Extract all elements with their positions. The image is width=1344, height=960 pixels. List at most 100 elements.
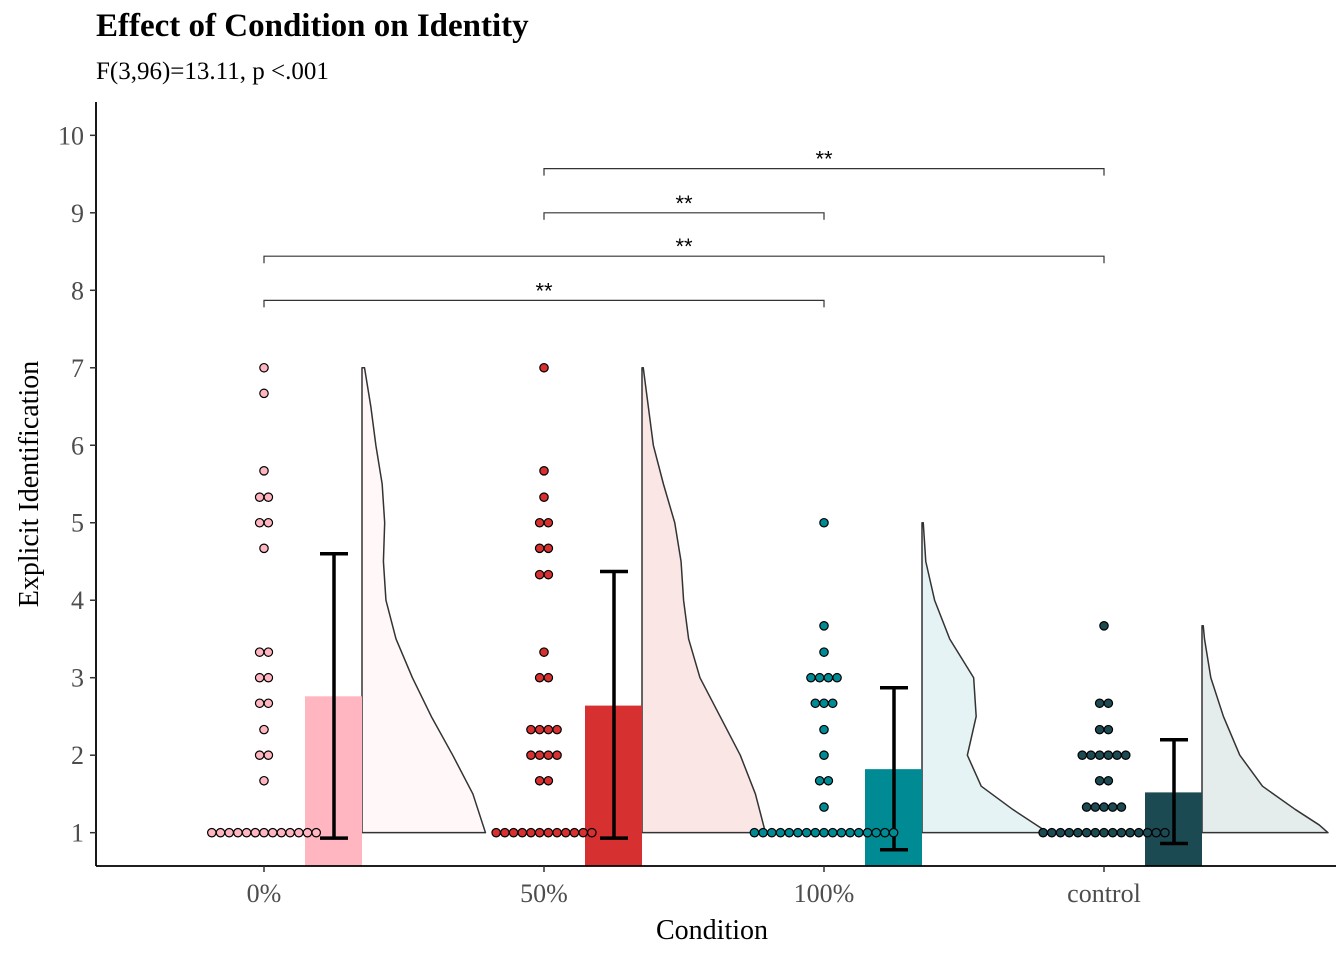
data-point	[267, 827, 278, 838]
chart-title: Effect of Condition on Identity	[96, 8, 529, 44]
data-point	[517, 827, 528, 838]
data-point	[1112, 750, 1122, 760]
data-point	[1064, 827, 1074, 838]
data-point	[758, 827, 768, 838]
data-point	[823, 775, 834, 786]
data-point	[539, 362, 549, 373]
data-point	[827, 698, 838, 709]
violin-100%	[921, 521, 1049, 834]
data-point	[259, 362, 269, 373]
data-point	[836, 827, 847, 838]
data-point	[1103, 698, 1114, 709]
data-point	[1086, 750, 1096, 760]
data-point	[819, 517, 829, 528]
data-point	[871, 827, 881, 838]
data-point	[766, 827, 777, 838]
data-point	[263, 698, 274, 709]
data-point	[1107, 802, 1118, 812]
data-point	[259, 827, 269, 838]
data-point	[491, 827, 501, 838]
data-point	[1160, 827, 1170, 838]
y-tick-label: 6	[71, 431, 84, 460]
data-point	[1116, 802, 1127, 812]
significance-label: **	[675, 191, 693, 216]
data-point	[534, 672, 545, 683]
data-point	[215, 827, 226, 838]
data-point	[250, 827, 261, 838]
x-tick-label: control	[1067, 879, 1141, 908]
data-point	[263, 492, 274, 502]
data-point	[810, 698, 821, 709]
data-point	[1125, 827, 1135, 838]
error-bars-layer	[320, 551, 1188, 852]
data-point	[587, 827, 597, 838]
data-point	[1120, 750, 1131, 760]
data-point	[775, 827, 786, 838]
data-point	[862, 827, 873, 838]
data-point	[293, 827, 304, 838]
data-point	[888, 827, 899, 838]
data-point	[853, 827, 864, 838]
data-point	[578, 827, 588, 838]
data-point	[254, 698, 265, 709]
data-point	[534, 775, 545, 786]
data-point	[819, 620, 829, 631]
data-point	[819, 802, 829, 812]
data-point	[832, 672, 842, 683]
data-point	[819, 724, 829, 735]
data-point	[526, 724, 536, 735]
data-point	[814, 775, 825, 786]
data-point	[819, 750, 829, 760]
data-point	[285, 827, 295, 838]
x-axis-title: Condition	[656, 915, 768, 946]
data-point	[1151, 827, 1161, 838]
data-point	[311, 827, 321, 838]
data-point	[254, 647, 265, 657]
data-point	[259, 724, 269, 735]
significance-label: **	[815, 147, 833, 172]
data-point	[508, 827, 519, 838]
data-point	[1094, 775, 1105, 786]
data-point	[1099, 620, 1109, 631]
data-point	[259, 775, 269, 786]
data-point	[552, 827, 562, 838]
violin-50%	[641, 367, 767, 834]
data-point	[526, 827, 536, 838]
data-point	[784, 827, 794, 838]
data-point	[534, 569, 545, 580]
data-point	[1099, 802, 1109, 812]
data-point	[259, 466, 269, 476]
data-point	[276, 827, 287, 838]
y-tick-label: 7	[71, 354, 84, 383]
data-point	[534, 827, 545, 838]
data-point	[814, 672, 825, 683]
data-point	[534, 543, 545, 554]
data-point	[543, 569, 554, 580]
data-point	[1116, 827, 1127, 838]
axes-layer	[95, 102, 1336, 867]
y-tick-label: 10	[58, 121, 84, 150]
dots-layer	[207, 362, 1170, 838]
data-point	[1107, 827, 1118, 838]
data-point	[1081, 802, 1092, 812]
data-point	[534, 517, 545, 528]
data-point	[552, 724, 562, 735]
y-tick-label: 8	[71, 276, 84, 305]
data-point	[534, 750, 545, 760]
data-point	[543, 827, 554, 838]
x-tick-label: 0%	[247, 879, 282, 908]
data-point	[801, 827, 812, 838]
data-point	[302, 827, 313, 838]
significance-bracket	[263, 299, 825, 308]
data-point	[819, 698, 829, 709]
y-axis-title: Explicit Identification	[14, 361, 45, 607]
data-point	[233, 827, 243, 838]
data-point	[1090, 802, 1101, 812]
data-point	[880, 827, 890, 838]
data-point	[1077, 750, 1088, 760]
significance-bracket	[543, 168, 1105, 176]
significance-bracket	[263, 255, 1105, 264]
data-point	[259, 543, 269, 554]
data-point	[543, 750, 554, 760]
